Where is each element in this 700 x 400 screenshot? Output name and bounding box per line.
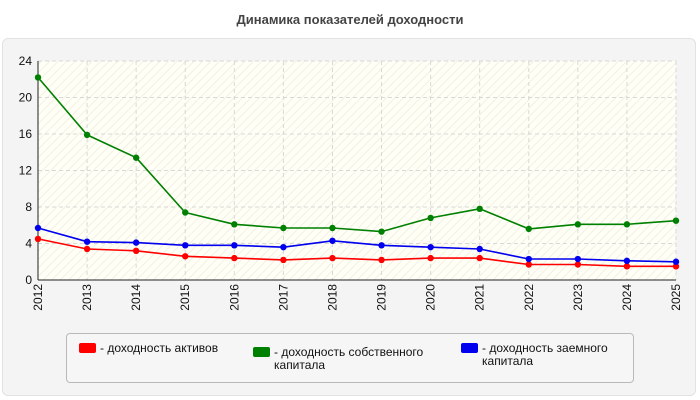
x-axis-tick-labels: 2012 2013 2014 2015 2016 2017 2018 2019 2020 2021… [31,284,683,311]
y-tick-label: 24 [19,54,33,68]
y-tick-label: 0 [25,273,32,287]
data-point-debt [34,224,42,232]
data-point-assets [231,254,238,262]
data-point-assets [525,261,532,268]
x-tick-label: 2019 [375,284,389,311]
chart-title: Динамика показателей доходности [236,12,464,27]
data-point-equity [574,221,582,228]
data-point-debt [280,243,287,251]
data-point-debt [329,237,336,244]
x-tick-label: 2024 [620,284,634,311]
data-point-assets [476,254,483,262]
data-series [34,74,680,270]
series-line-equity [37,76,677,233]
data-point-equity [34,74,42,81]
legend-label-equity: - доходность собственного капитала [274,345,424,372]
data-point-assets [329,254,336,262]
x-tick-label: 2020 [424,284,438,311]
data-point-equity [672,217,680,224]
data-point-assets [132,247,140,254]
data-point-assets [378,256,385,264]
data-point-debt [623,257,631,265]
data-point-equity [427,214,434,222]
data-point-assets [83,245,91,253]
series-line-assets [37,238,676,268]
x-tick-label: 2014 [129,284,143,311]
data-point-equity [280,224,287,232]
data-point-assets [427,254,434,262]
data-point-equity [329,224,336,232]
y-tick-label: 16 [19,127,33,141]
data-point-equity [182,209,189,216]
data-point-debt [672,258,680,265]
data-point-equity [623,221,631,228]
data-point-assets [34,235,42,243]
data-point-assets [280,256,287,264]
data-point-assets [574,261,582,268]
x-tick-label: 2021 [473,284,487,311]
data-point-debt [231,242,238,249]
x-tick-label: 2025 [669,284,683,311]
data-point-equity [83,131,91,139]
x-tick-label: 2015 [178,284,192,311]
y-tick-label: 12 [19,164,33,178]
data-point-debt [574,255,582,263]
legend-swatch-assets [79,343,96,353]
data-point-equity [132,154,140,161]
series-line-debt [37,227,677,263]
data-point-assets [623,263,631,270]
data-point-debt [378,242,385,249]
data-point-debt [525,255,532,263]
x-tick-label: 2013 [80,284,94,311]
data-point-debt [83,238,91,245]
data-point-debt [132,239,140,246]
y-axis-tick-labels: 0 4 8 12 16 20 24 [19,54,33,287]
x-tick-label: 2016 [227,284,241,311]
y-tick-label: 4 [25,237,32,251]
data-point-equity [525,225,532,233]
legend-swatch-equity [253,347,270,357]
x-tick-label: 2022 [522,284,536,311]
data-point-debt [476,245,483,253]
y-tick-label: 20 [19,91,33,105]
data-point-assets [672,263,680,270]
data-point-debt [182,242,189,249]
legend-label-debt: - доходность заемного капитала [482,341,608,368]
legend: - доходность активов - доходность собств… [66,333,634,383]
legend-label-assets: - доходность активов [100,341,219,355]
axes [37,61,676,281]
data-point-equity [378,228,385,235]
data-point-equity [476,205,483,213]
data-point-equity [231,221,238,228]
x-tick-label: 2012 [31,284,45,311]
legend-swatch-debt [461,343,478,353]
x-tick-label: 2017 [276,284,290,311]
x-tick-label: 2018 [325,284,339,311]
y-tick-label: 8 [25,200,32,214]
data-point-debt [427,243,434,251]
x-tick-label: 2023 [571,284,585,311]
data-point-assets [182,253,189,260]
